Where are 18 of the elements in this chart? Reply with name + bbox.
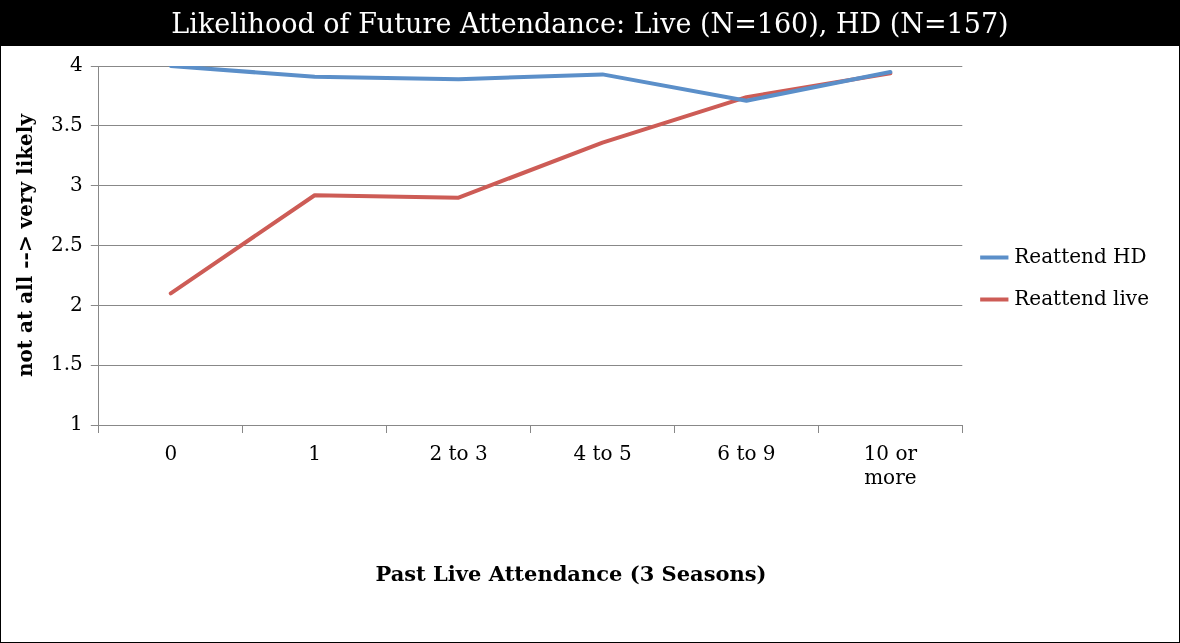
legend-label: Reattend live [1014, 285, 1150, 310]
y-tick-label: 2 [70, 291, 83, 316]
y-tick-label: 2.5 [50, 231, 83, 256]
x-tick-label: 4 to 5 [573, 441, 632, 466]
y-tick-label: 4 [70, 52, 83, 77]
x-tick-label: 10 or more [863, 441, 918, 490]
y-axis-title: not at all --> very likely [13, 112, 38, 378]
y-tick-label: 1.5 [50, 351, 83, 376]
x-tick-label: 2 to 3 [429, 441, 488, 466]
legend-label: Reattend HD [1014, 243, 1147, 268]
chart-title: Likelihood of Future Attendance: Live (N=160), HD (N=157) [1, 1, 1179, 46]
x-axis-title: Past Live Attendance (3 Seasons) [374, 561, 768, 586]
y-tick-label: 3 [70, 171, 83, 196]
y-tick-label: 1 [70, 411, 83, 436]
y-tick-label: 3.5 [50, 112, 83, 137]
x-tick-label: 1 [308, 441, 322, 466]
x-tick-label: 6 to 9 [717, 441, 776, 466]
x-tick-label: 0 [164, 441, 178, 466]
